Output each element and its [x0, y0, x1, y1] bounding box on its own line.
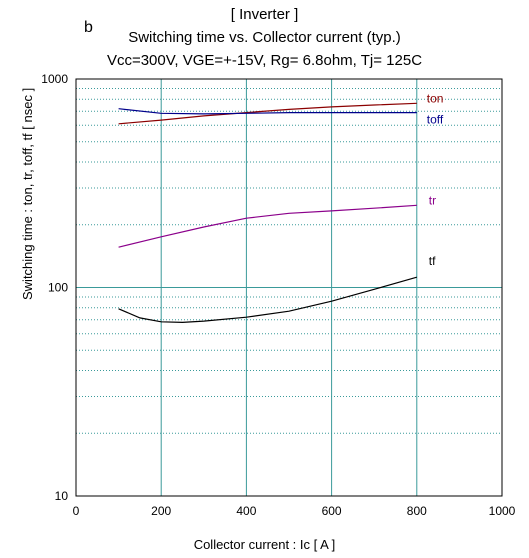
x-tick-label: 800: [407, 504, 427, 518]
panel-letter: b: [84, 19, 93, 36]
y-tick-label: 1000: [41, 72, 68, 86]
series-label-ton: ton: [427, 91, 444, 105]
x-tick-label: 0: [73, 504, 80, 518]
series-label-toff: toff: [427, 113, 444, 127]
series-line-tr: [118, 204, 417, 248]
x-tick-label: 600: [322, 504, 342, 518]
chart-subtitle: Switching time vs. Collector current (ty…: [128, 29, 401, 46]
y-tick-label: 10: [55, 489, 69, 503]
series-line-tf: [118, 276, 417, 324]
series-line-toff: [118, 108, 417, 115]
plot-frame: [75, 78, 503, 497]
series-layer: ton toff tr tf: [118, 91, 444, 324]
y-tick-label: 100: [48, 281, 68, 295]
x-axis-label: Collector current : Ic [ A ]: [193, 537, 336, 552]
x-tick-label: 400: [236, 504, 256, 518]
grid-layer: [76, 79, 502, 496]
x-tick-label: 1000: [489, 504, 516, 518]
tick-layer: 0 200 400 600 800 1000 10 100 1000: [41, 72, 515, 518]
series-label-tf: tf: [429, 254, 436, 268]
x-tick-label: 200: [151, 504, 171, 518]
chart-title: [ Inverter ]: [230, 6, 299, 23]
series-line-ton: [118, 102, 417, 125]
chart-conditions: Vcc=300V, VGE=+-15V, Rg= 6.8ohm, Tj= 125…: [106, 52, 423, 69]
series-label-tr: tr: [429, 193, 436, 207]
